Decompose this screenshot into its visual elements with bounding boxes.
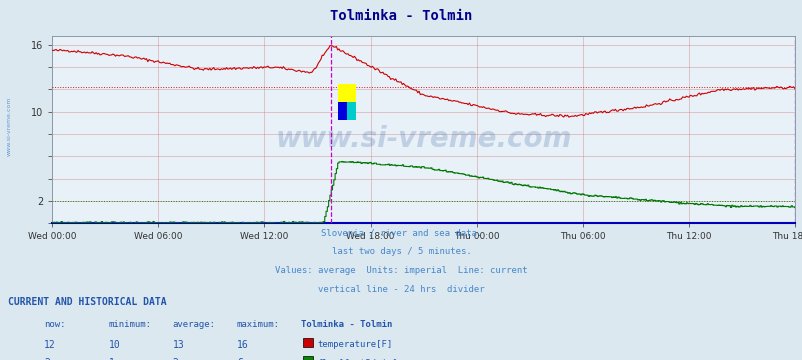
Text: minimum:: minimum: — [108, 320, 152, 329]
Bar — [338, 84, 355, 102]
Text: 16: 16 — [237, 340, 249, 350]
Text: now:: now: — [44, 320, 66, 329]
Text: last two days / 5 minutes.: last two days / 5 minutes. — [331, 247, 471, 256]
Text: 1: 1 — [108, 358, 114, 360]
Text: 2: 2 — [172, 358, 178, 360]
Text: www.si-vreme.com: www.si-vreme.com — [275, 125, 571, 153]
Text: CURRENT AND HISTORICAL DATA: CURRENT AND HISTORICAL DATA — [8, 297, 167, 307]
Text: temperature[F]: temperature[F] — [317, 340, 392, 349]
Text: Tolminka - Tolmin: Tolminka - Tolmin — [301, 320, 392, 329]
Text: Values: average  Units: imperial  Line: current: Values: average Units: imperial Line: cu… — [275, 266, 527, 275]
Text: Tolminka - Tolmin: Tolminka - Tolmin — [330, 9, 472, 23]
Text: Slovenia / river and sea data.: Slovenia / river and sea data. — [321, 229, 481, 238]
Bar — [338, 102, 346, 120]
Bar — [346, 102, 355, 120]
Text: 2: 2 — [44, 358, 50, 360]
Text: maximum:: maximum: — [237, 320, 280, 329]
Text: 13: 13 — [172, 340, 184, 350]
Text: 6: 6 — [237, 358, 242, 360]
Text: 12: 12 — [44, 340, 56, 350]
Text: www.si-vreme.com: www.si-vreme.com — [7, 96, 12, 156]
Text: vertical line - 24 hrs  divider: vertical line - 24 hrs divider — [318, 285, 484, 294]
Text: 10: 10 — [108, 340, 120, 350]
Text: flow[foot3/min]: flow[foot3/min] — [317, 358, 397, 360]
Text: average:: average: — [172, 320, 216, 329]
